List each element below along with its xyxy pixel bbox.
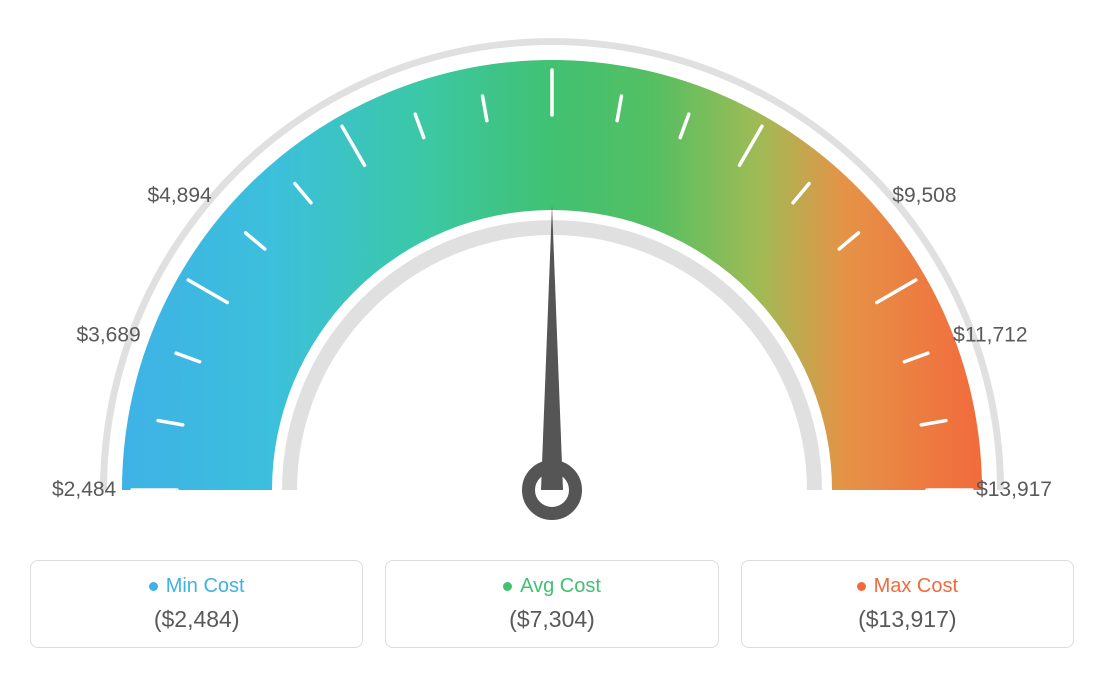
cost-gauge-chart: $2,484 $3,689 $4,894 $7,304 $9,508 $11,712 $13… — [0, 0, 1104, 672]
legend-row: Min Cost ($2,484) Avg Cost ($7,304) Max … — [0, 560, 1104, 672]
legend-card-avg: Avg Cost ($7,304) — [385, 560, 718, 648]
gauge-tick-label: $4,894 — [147, 184, 212, 207]
legend-title-line: Min Cost — [41, 575, 352, 598]
legend-dot-min — [149, 582, 158, 591]
gauge-tick-label: $3,689 — [76, 323, 140, 346]
legend-card-max: Max Cost ($13,917) — [741, 560, 1074, 648]
legend-value-min: ($2,484) — [41, 606, 352, 633]
gauge-tick-label: $11,712 — [953, 323, 1027, 346]
legend-title-max: Max Cost — [874, 575, 958, 598]
legend-dot-avg — [503, 582, 512, 591]
legend-title-avg: Avg Cost — [520, 575, 601, 598]
legend-value-avg: ($7,304) — [396, 606, 707, 633]
gauge-tick-label: $9,508 — [892, 184, 956, 207]
gauge-tick-label: $2,484 — [52, 478, 117, 501]
gauge-svg: $2,484 $3,689 $4,894 $7,304 $9,508 $11,712 $13… — [0, 0, 1104, 560]
legend-title-min: Min Cost — [166, 575, 245, 598]
legend-dot-max — [857, 582, 866, 591]
gauge-needle — [541, 205, 563, 490]
gauge-tick-label: $7,304 — [520, 0, 585, 1]
legend-title-line: Avg Cost — [396, 575, 707, 598]
legend-value-max: ($13,917) — [752, 606, 1063, 633]
legend-card-min: Min Cost ($2,484) — [30, 560, 363, 648]
gauge-tick-label: $13,917 — [976, 478, 1052, 501]
legend-title-line: Max Cost — [752, 575, 1063, 598]
